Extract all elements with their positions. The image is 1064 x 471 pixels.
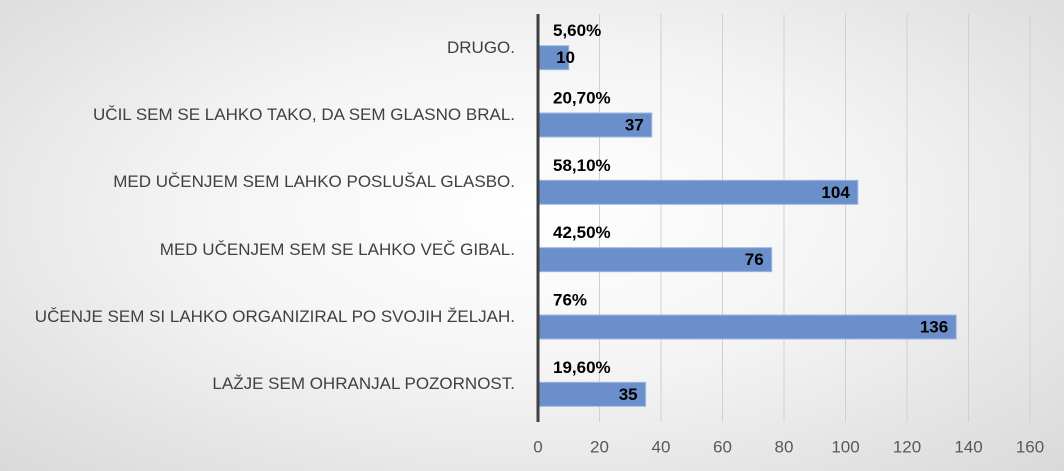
- bar: [537, 247, 773, 273]
- bar: [537, 45, 570, 71]
- percentage-label: 42,50%: [553, 223, 611, 242]
- x-tick-label: 40: [652, 437, 671, 456]
- x-tick-label: 120: [893, 437, 921, 456]
- x-tick-label: 20: [590, 437, 609, 456]
- bar: [537, 314, 957, 340]
- category-label: MED UČENJEM SEM LAHKO POSLUŠAL GLASBO.: [113, 172, 515, 192]
- percentage-label: 20,70%: [553, 88, 611, 107]
- value-label: 10: [556, 48, 575, 67]
- x-tick-label: 140: [954, 437, 982, 456]
- category-label: UČIL SEM SE LAHKO TAKO, DA SEM GLASNO BR…: [93, 105, 515, 124]
- category-label: LAŽJE SEM OHRANJAL POZORNOST.: [212, 374, 515, 394]
- percentage-label: 5,60%: [553, 21, 601, 40]
- value-label: 136: [920, 317, 948, 336]
- x-tick-label: 100: [831, 437, 859, 456]
- x-tick-label: 160: [1016, 437, 1044, 456]
- value-label: 37: [625, 115, 644, 134]
- x-tick-label: 60: [713, 437, 732, 456]
- x-tick-label: 0: [533, 437, 542, 456]
- value-label: 35: [619, 385, 638, 404]
- bar: [537, 179, 859, 205]
- percentage-label: 76%: [553, 290, 587, 309]
- value-label: 104: [821, 183, 850, 202]
- category-label: UČENJE SEM SI LAHKO ORGANIZIRAL PO SVOJI…: [34, 307, 515, 326]
- percentage-label: 19,60%: [553, 358, 611, 377]
- percentage-label: 58,10%: [553, 156, 611, 175]
- category-label: MED UČENJEM SEM SE LAHKO VEČ GIBAL.: [159, 239, 515, 259]
- bar: [537, 381, 647, 407]
- category-label: DRUGO.: [447, 37, 515, 57]
- x-tick-label: 80: [775, 437, 794, 456]
- value-label: 76: [745, 250, 764, 269]
